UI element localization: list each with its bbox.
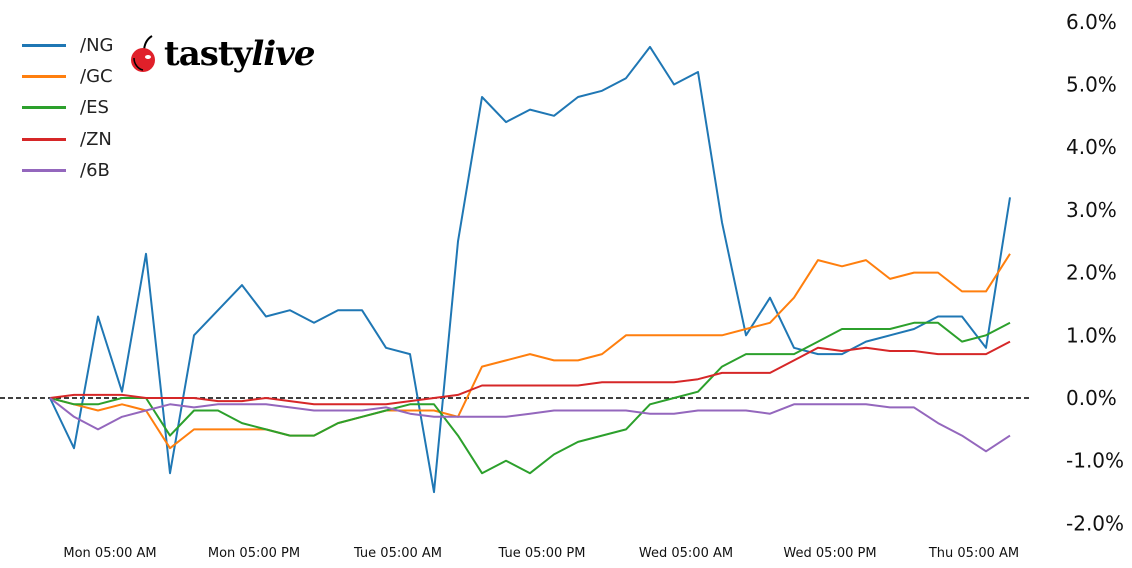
legend-label: /ES xyxy=(80,97,109,119)
series-line-6b xyxy=(49,397,1011,453)
legend-item: /NG xyxy=(22,30,113,61)
x-tick-label: Thu 05:00 AM xyxy=(928,546,1019,561)
legend-item: /GC xyxy=(22,61,113,92)
y-tick-label: 0.0% xyxy=(1066,386,1117,410)
legend-item: /ZN xyxy=(22,124,113,155)
legend-label: /GC xyxy=(80,66,113,88)
x-tick-label: Tue 05:00 PM xyxy=(498,546,586,561)
legend-label: /ZN xyxy=(80,128,112,150)
legend: /NG/GC/ES/ZN/6B xyxy=(22,30,113,186)
legend-label: /6B xyxy=(80,159,110,181)
cherry-icon xyxy=(131,35,155,72)
legend-item: /6B xyxy=(22,155,113,186)
y-tick-label: 6.0% xyxy=(1066,10,1117,34)
legend-label: /NG xyxy=(80,35,114,57)
x-tick-label: Mon 05:00 PM xyxy=(208,546,300,561)
legend-swatch xyxy=(22,137,66,141)
logo-text-tasty: tasty xyxy=(164,34,252,74)
x-tick-label: Wed 05:00 PM xyxy=(783,546,876,561)
legend-swatch xyxy=(22,44,66,48)
y-tick-label: 1.0% xyxy=(1066,323,1117,347)
logo-text-live: live xyxy=(251,34,315,74)
legend-swatch xyxy=(22,106,66,110)
tastylive-logo: tastylive xyxy=(128,34,316,74)
y-tick-label: 5.0% xyxy=(1066,73,1117,97)
x-tick-label: Wed 05:00 AM xyxy=(639,546,733,561)
y-tick-label: -2.0% xyxy=(1066,511,1124,535)
y-tick-label: 4.0% xyxy=(1066,135,1117,159)
legend-swatch xyxy=(22,168,66,172)
x-tick-label: Mon 05:00 AM xyxy=(63,546,156,561)
x-tick-label: Tue 05:00 AM xyxy=(353,546,442,561)
legend-swatch xyxy=(22,75,66,79)
series-line-es xyxy=(49,321,1011,475)
series-line-ng xyxy=(49,45,1011,494)
y-tick-label: -1.0% xyxy=(1066,449,1124,473)
series-line-zn xyxy=(49,340,1011,406)
series-line-gc xyxy=(49,253,1011,450)
y-tick-label: 2.0% xyxy=(1066,261,1117,285)
legend-item: /ES xyxy=(22,92,113,123)
y-tick-label: 3.0% xyxy=(1066,198,1117,222)
